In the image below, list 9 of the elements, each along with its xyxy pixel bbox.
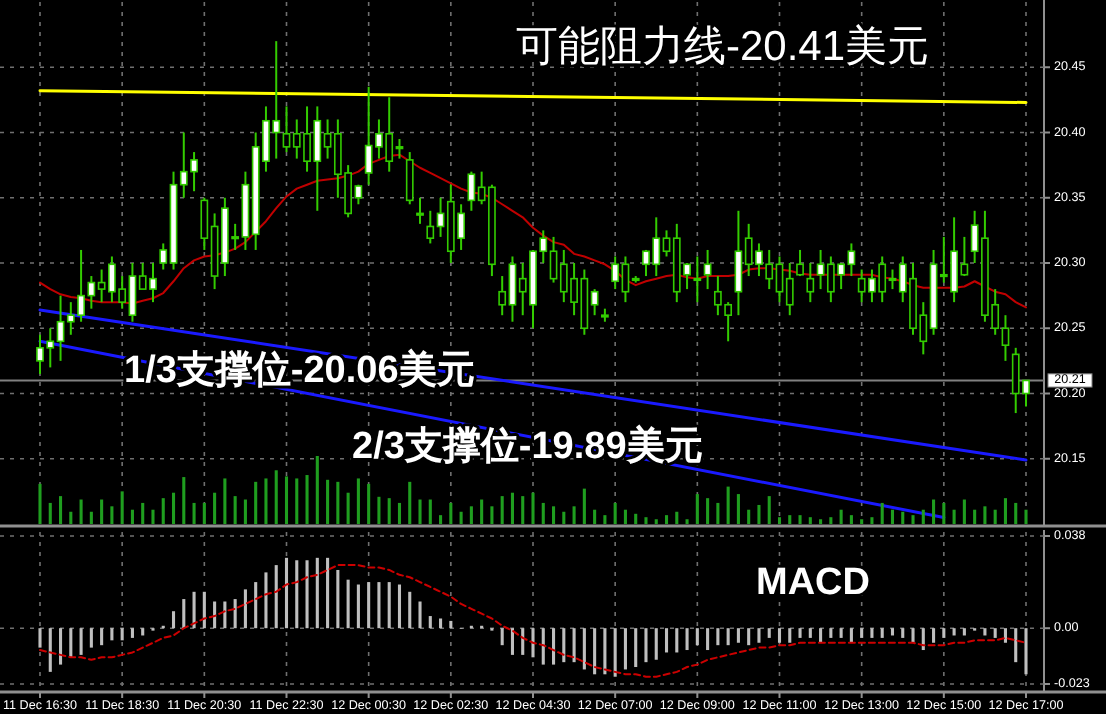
candlestick [806, 262, 815, 304]
annotation: 可能阻力线-20.41美元 [516, 24, 930, 70]
candlestick [703, 248, 712, 291]
candlestick [693, 255, 702, 304]
line-series [39, 564, 1027, 678]
candlestick [405, 151, 414, 206]
candlestick [416, 196, 424, 225]
candlestick [796, 248, 804, 278]
annotation: MACD [756, 562, 870, 604]
